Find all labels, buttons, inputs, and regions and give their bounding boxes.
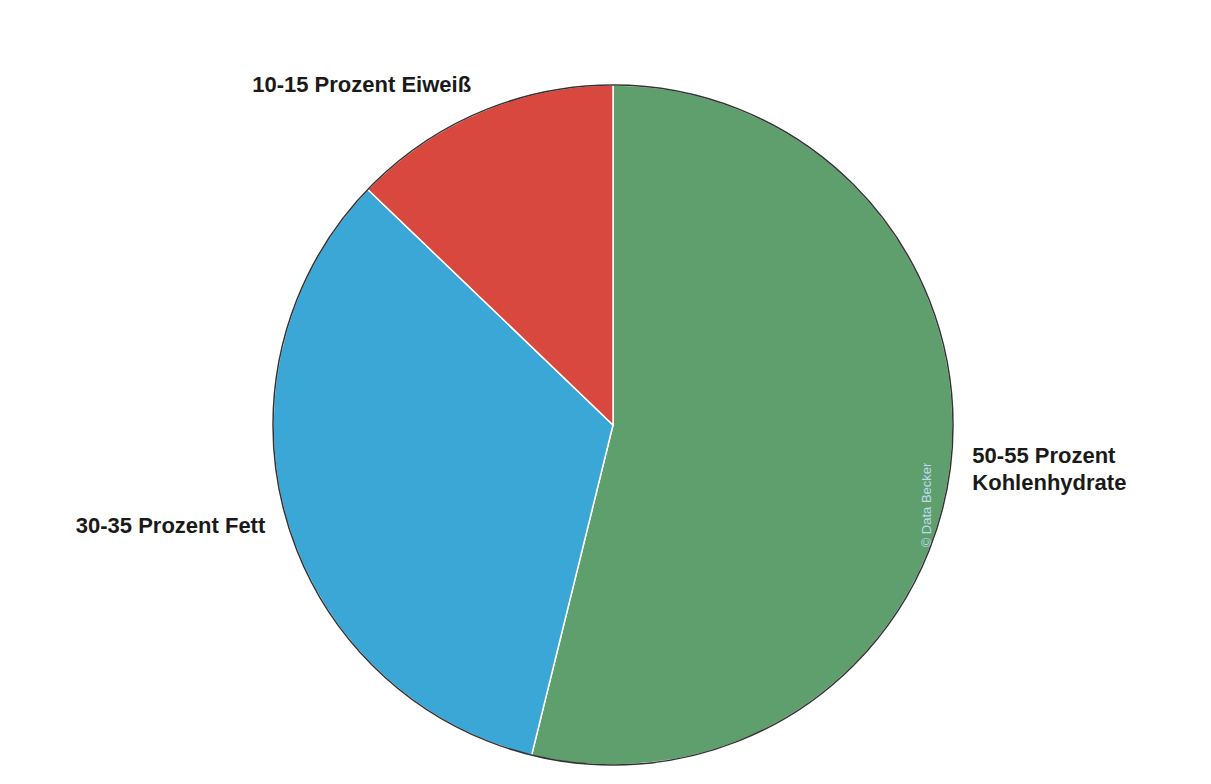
slice-label-line: 30-35 Prozent Fett	[76, 513, 266, 538]
slice-label-line: 10-15 Prozent Eiweiß	[252, 72, 471, 97]
pie	[273, 85, 953, 765]
slice-label: 50-55 ProzentKohlenhydrate	[972, 443, 1126, 494]
annotation: © Data Becker	[919, 462, 934, 547]
slice-label-line: Kohlenhydrate	[972, 470, 1126, 495]
chart: © Data Becker 50-55 ProzentKohlenhydrate 3…	[0, 0, 1211, 784]
pie-outline	[273, 85, 953, 765]
slice-label: 30-35 Prozent Fett	[76, 513, 266, 538]
slice-label-line: 50-55 Prozent	[972, 443, 1116, 468]
pie-slice	[368, 85, 613, 425]
slice-label: 10-15 Prozent Eiweiß	[252, 72, 471, 97]
